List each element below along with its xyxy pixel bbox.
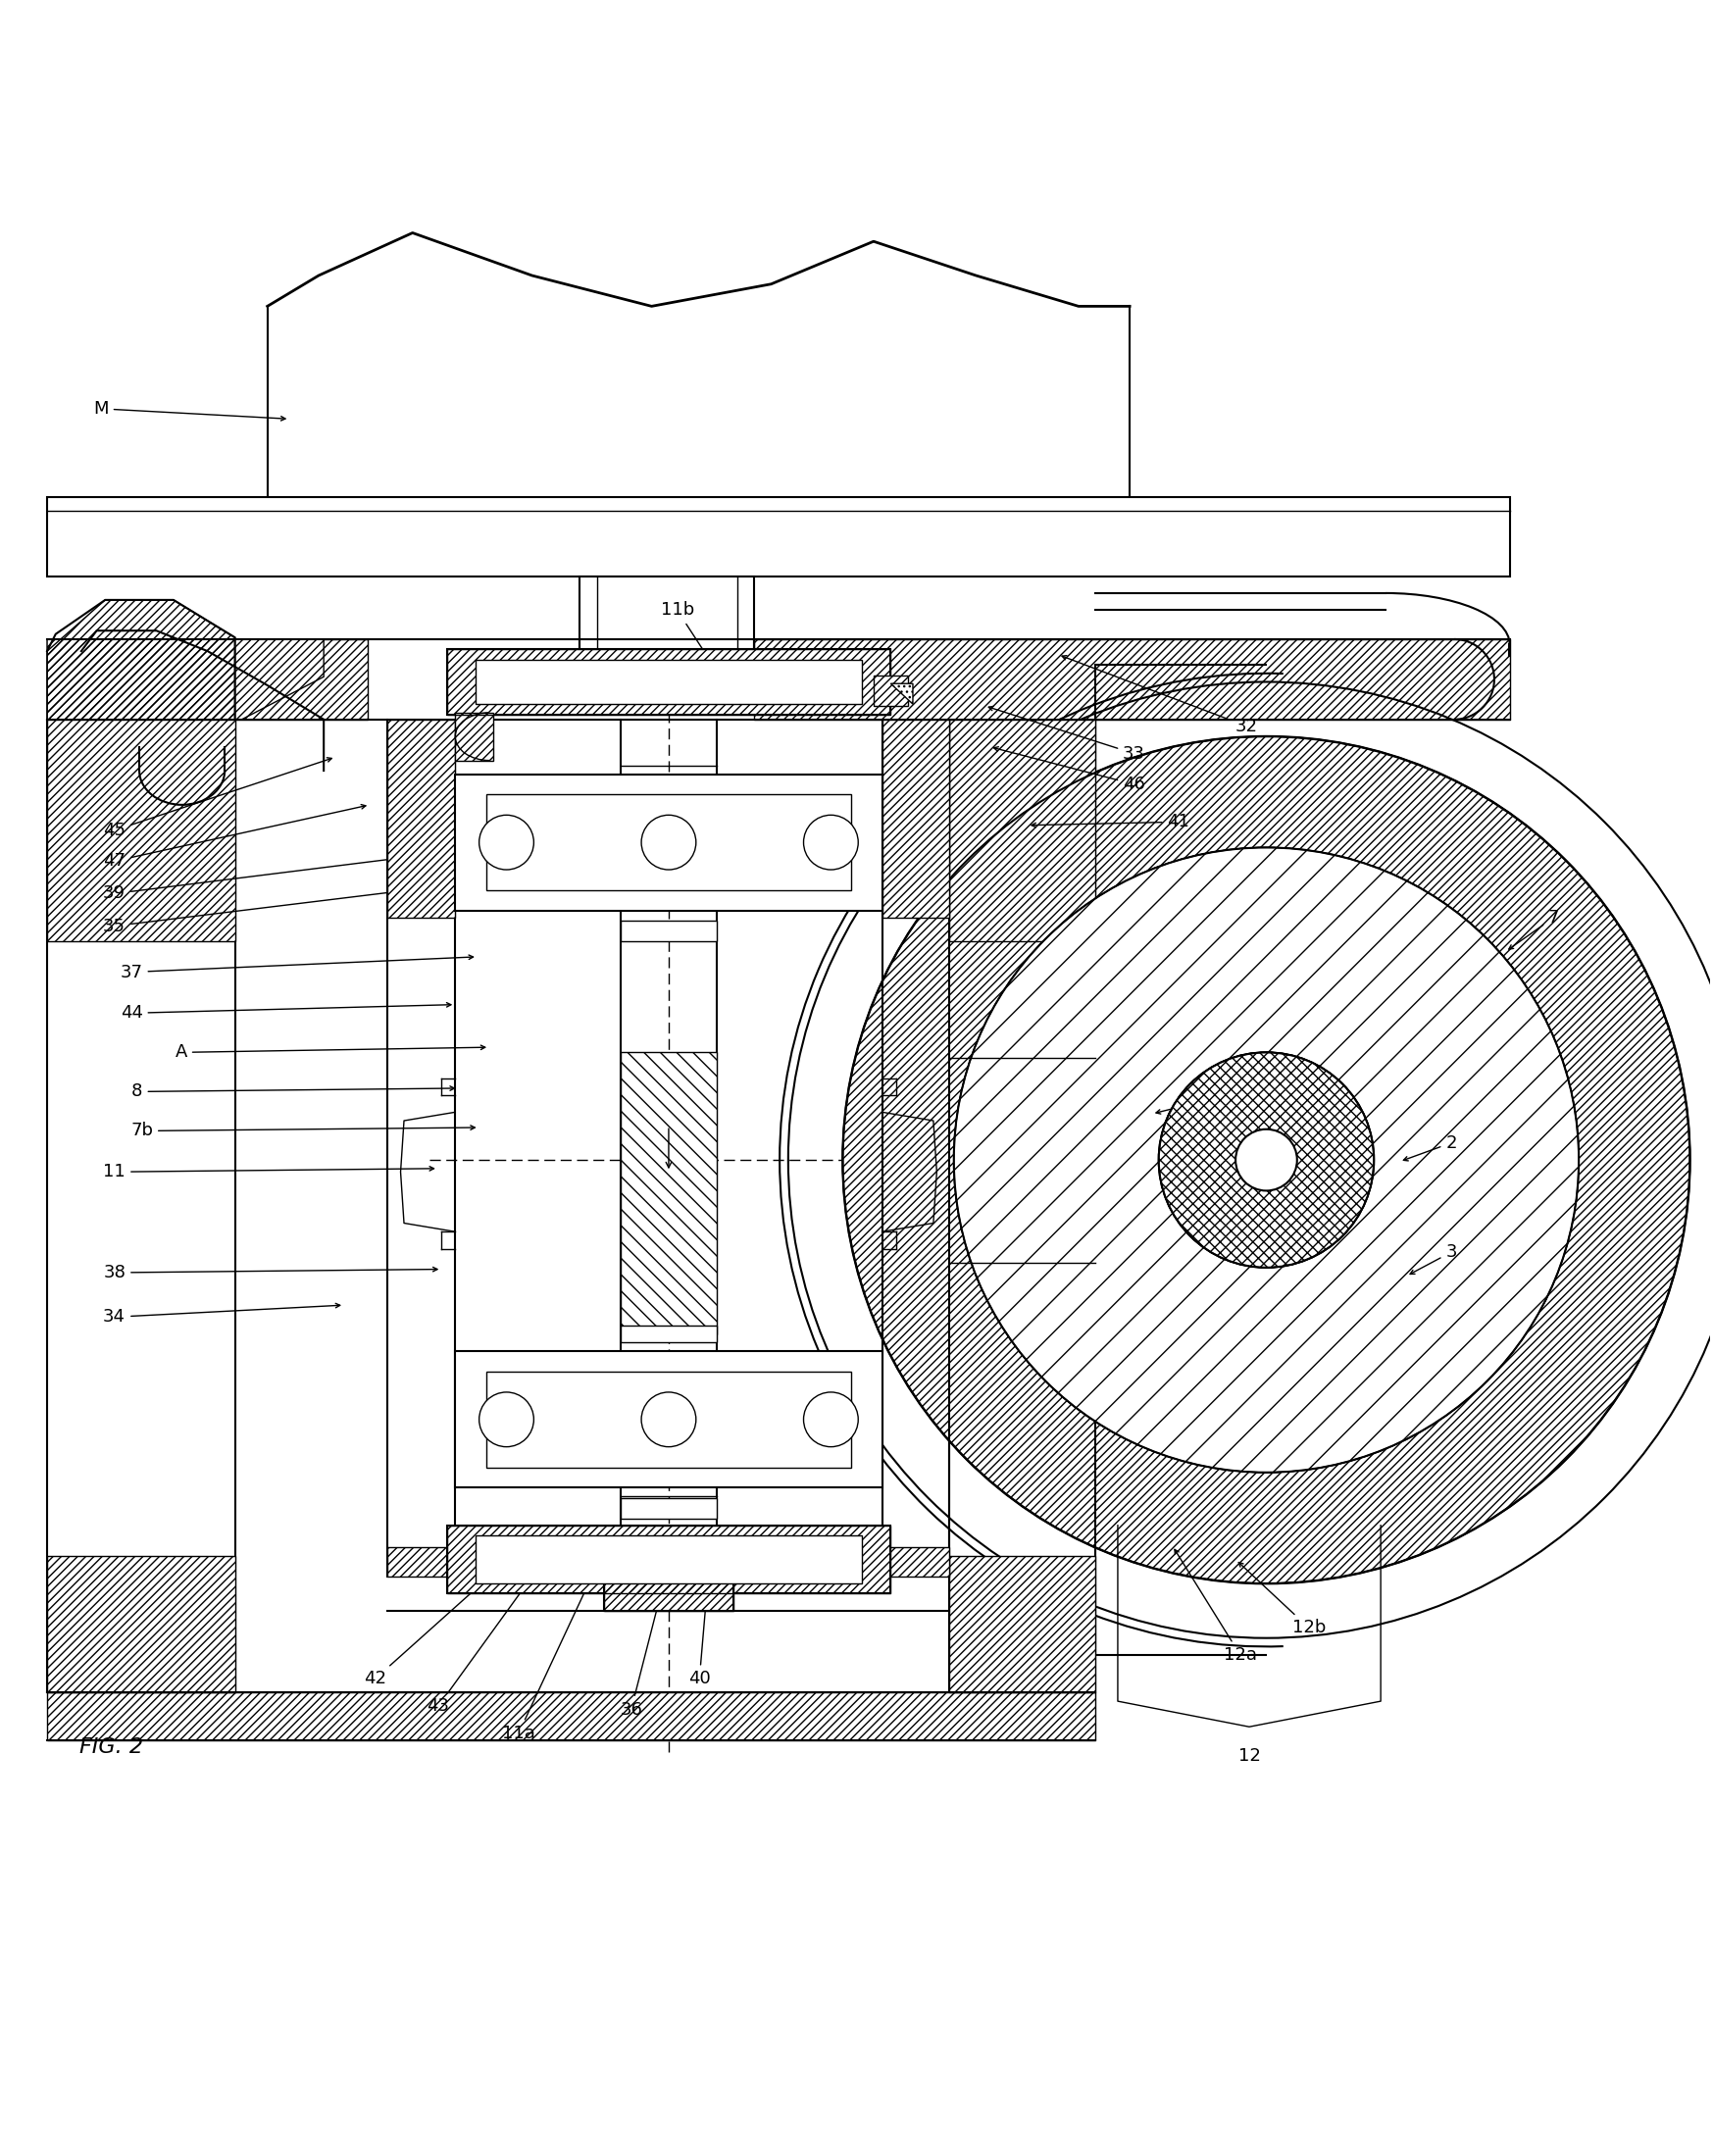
Bar bbox=[447, 649, 891, 714]
Text: 12: 12 bbox=[1238, 1746, 1261, 1766]
Text: 46: 46 bbox=[994, 746, 1146, 793]
Bar bbox=[949, 720, 1096, 942]
Circle shape bbox=[1158, 1052, 1374, 1268]
Text: 7b: 7b bbox=[130, 1121, 475, 1141]
Bar bbox=[48, 498, 1511, 576]
Text: 32: 32 bbox=[1062, 655, 1257, 735]
Text: 12a: 12a bbox=[1175, 1550, 1257, 1664]
Circle shape bbox=[480, 1393, 534, 1447]
Bar bbox=[447, 1524, 891, 1593]
Bar bbox=[48, 1692, 1096, 1740]
Bar bbox=[754, 638, 1511, 720]
Text: 11a: 11a bbox=[502, 1580, 591, 1742]
Bar bbox=[603, 1576, 733, 1611]
Text: 42: 42 bbox=[363, 1580, 486, 1688]
Text: 39: 39 bbox=[103, 845, 493, 903]
Bar bbox=[882, 1548, 949, 1576]
Text: 47: 47 bbox=[103, 804, 365, 871]
Text: 12b: 12b bbox=[1238, 1563, 1326, 1636]
Bar bbox=[456, 1352, 882, 1488]
Text: 8: 8 bbox=[132, 1082, 454, 1100]
Bar bbox=[620, 921, 716, 942]
Wedge shape bbox=[843, 737, 1689, 1583]
Text: 11b: 11b bbox=[661, 602, 723, 679]
Bar bbox=[949, 1557, 1096, 1692]
Circle shape bbox=[803, 815, 858, 869]
Bar bbox=[447, 1524, 891, 1593]
Text: 35: 35 bbox=[103, 882, 459, 936]
Bar bbox=[48, 638, 368, 720]
Bar bbox=[581, 576, 754, 664]
Circle shape bbox=[480, 815, 534, 869]
Text: 7: 7 bbox=[1509, 908, 1559, 949]
Bar bbox=[882, 720, 949, 918]
Text: 43: 43 bbox=[427, 1580, 529, 1716]
Bar bbox=[620, 1498, 716, 1518]
Polygon shape bbox=[891, 683, 913, 705]
Wedge shape bbox=[954, 847, 1579, 1473]
Bar bbox=[486, 796, 851, 890]
Bar bbox=[387, 720, 456, 918]
Wedge shape bbox=[1158, 1052, 1374, 1268]
Bar bbox=[620, 1052, 716, 1335]
Circle shape bbox=[641, 815, 695, 869]
Bar bbox=[620, 1326, 716, 1343]
Text: 38: 38 bbox=[103, 1263, 437, 1281]
Bar bbox=[603, 1576, 733, 1611]
Bar bbox=[456, 714, 493, 761]
Text: 33: 33 bbox=[988, 707, 1146, 763]
Text: 3: 3 bbox=[1410, 1244, 1456, 1274]
Text: 4: 4 bbox=[1156, 1087, 1233, 1115]
Bar bbox=[48, 720, 235, 942]
Bar bbox=[48, 1557, 235, 1692]
Text: 44: 44 bbox=[120, 1003, 451, 1022]
Text: 41: 41 bbox=[1031, 813, 1191, 830]
Circle shape bbox=[1235, 1130, 1297, 1190]
Text: FIG. 2: FIG. 2 bbox=[79, 1738, 144, 1757]
Circle shape bbox=[641, 1393, 695, 1447]
Text: 11: 11 bbox=[103, 1162, 433, 1181]
Text: 45: 45 bbox=[103, 757, 332, 839]
Circle shape bbox=[803, 1393, 858, 1447]
Text: 37: 37 bbox=[120, 955, 473, 981]
Bar bbox=[486, 1371, 851, 1468]
Polygon shape bbox=[48, 638, 324, 720]
Text: M: M bbox=[94, 399, 286, 420]
Bar bbox=[476, 1535, 862, 1583]
Text: 2: 2 bbox=[1403, 1134, 1456, 1160]
Circle shape bbox=[843, 737, 1689, 1583]
Text: 34: 34 bbox=[103, 1304, 339, 1326]
Bar bbox=[456, 774, 882, 910]
Text: A: A bbox=[175, 1044, 485, 1061]
Bar bbox=[476, 660, 862, 705]
Bar bbox=[874, 675, 908, 705]
Bar bbox=[447, 649, 891, 714]
Text: 36: 36 bbox=[620, 1580, 665, 1718]
Bar bbox=[387, 1548, 456, 1576]
Text: 40: 40 bbox=[689, 1563, 711, 1688]
